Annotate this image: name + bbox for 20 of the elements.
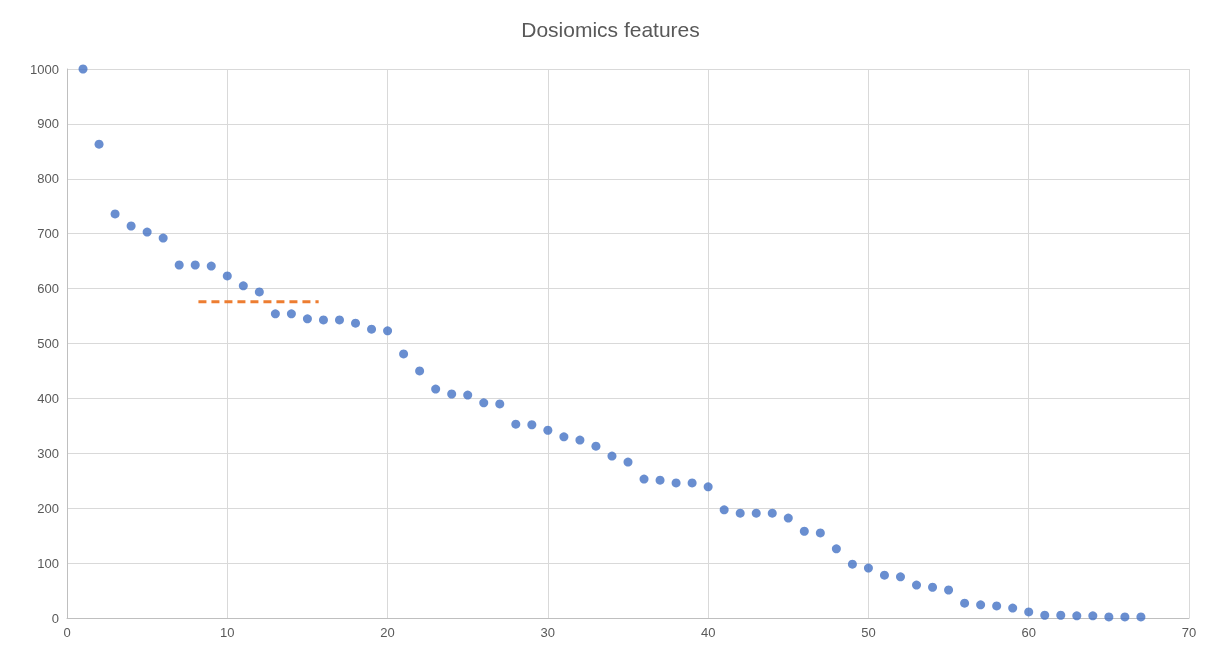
x-tick-label: 10: [220, 625, 235, 640]
x-tick-label: 30: [540, 625, 556, 640]
y-tick-label: 400: [37, 390, 59, 406]
y-tick-label: 600: [37, 281, 59, 297]
y-tick-label: 100: [37, 555, 59, 571]
y-tick-label: 700: [37, 226, 59, 242]
y-tick-label: 1000: [30, 61, 59, 77]
x-tick-label: 70: [1181, 625, 1197, 640]
y-tick-label: 900: [37, 116, 59, 132]
x-tick-label: 40: [700, 625, 716, 640]
y-tick-label: 500: [37, 336, 59, 351]
x-tick-label: 50: [861, 625, 876, 640]
x-tick-label: 60: [1021, 625, 1036, 640]
x-tick-label: 0: [63, 625, 71, 640]
y-tick-label: 200: [37, 500, 59, 516]
x-tick-label: 20: [380, 625, 395, 640]
chart-title: Dosiomics features: [521, 18, 700, 41]
y-tick-label: 800: [37, 171, 59, 187]
y-tick-label: 300: [37, 445, 59, 461]
y-tick-label: 0: [51, 610, 59, 626]
